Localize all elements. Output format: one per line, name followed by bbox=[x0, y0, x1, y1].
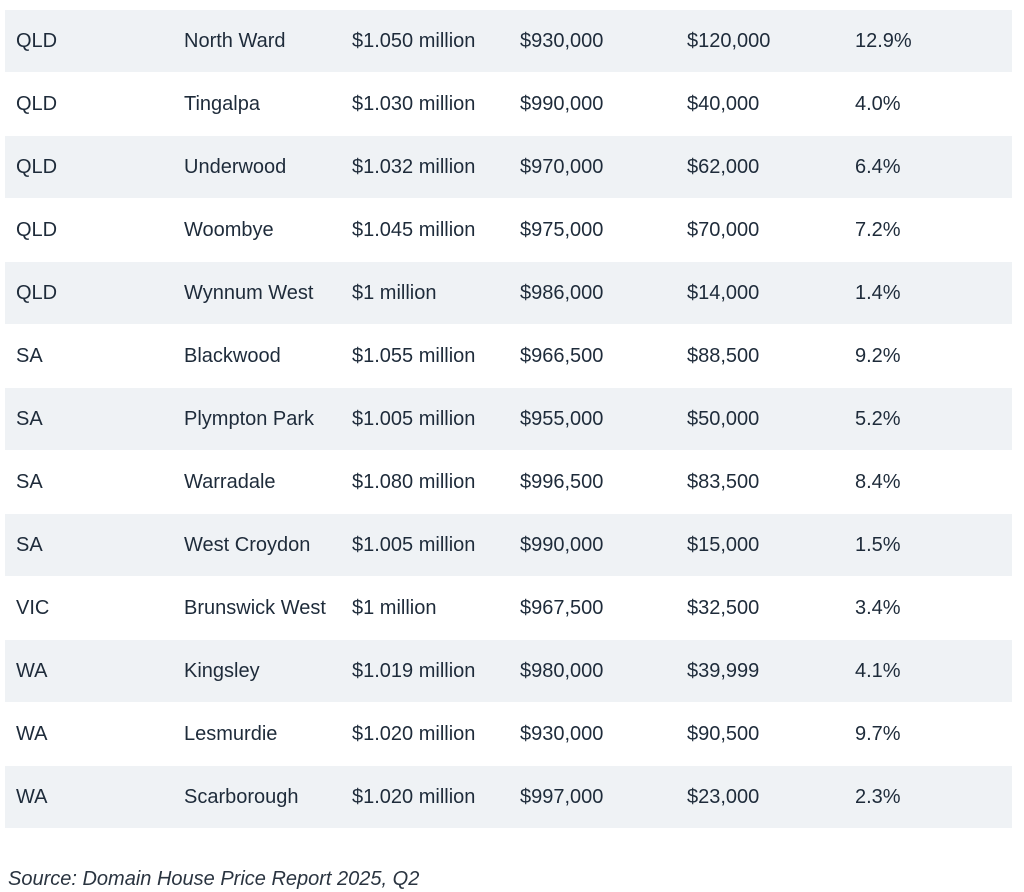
percent-change-cell: 1.4% bbox=[855, 282, 901, 304]
suburb-cell: Woombye bbox=[184, 219, 274, 241]
price-table-body: QLD North Ward $1.050 million $930,000 $120,… bbox=[5, 10, 1012, 829]
previous-price-cell: $930,000 bbox=[520, 30, 604, 52]
table-row: SA Plympton Park $1.005 million $955,000 $50… bbox=[5, 387, 1012, 451]
state-cell: WA bbox=[16, 723, 48, 745]
previous-price-cell: $990,000 bbox=[520, 534, 604, 556]
table-row: VIC Brunswick West $1 million $967,500 $32,5… bbox=[5, 577, 1012, 640]
table-row: QLD Wynnum West $1 million $986,000 $14,000 1… bbox=[5, 261, 1012, 325]
previous-price-cell: $966,500 bbox=[520, 345, 604, 367]
state-cell: WA bbox=[16, 786, 48, 808]
state-cell: SA bbox=[16, 345, 43, 367]
table-row: WA Scarborough $1.020 million $997,000 $23,0… bbox=[5, 765, 1012, 829]
previous-price-cell: $970,000 bbox=[520, 156, 604, 178]
state-cell: QLD bbox=[16, 30, 58, 52]
percent-change-cell: 6.4% bbox=[855, 156, 901, 178]
median-price-cell: $1.020 million bbox=[352, 786, 476, 808]
median-price-cell: $1.005 million bbox=[352, 408, 476, 430]
table-row: SA Blackwood $1.055 million $966,500 $88,500… bbox=[5, 325, 1012, 388]
percent-change-cell: 2.3% bbox=[855, 786, 901, 808]
suburb-cell: Scarborough bbox=[184, 786, 299, 808]
median-price-cell: $1.020 million bbox=[352, 723, 476, 745]
table-row: WA Lesmurdie $1.020 million $930,000 $90,500… bbox=[5, 703, 1012, 766]
table-row: QLD Tingalpa $1.030 million $990,000 $40,000… bbox=[5, 73, 1012, 136]
source-caption: Source: Domain House Price Report 2025, … bbox=[8, 868, 420, 890]
median-price-cell: $1 million bbox=[352, 282, 437, 304]
price-change-cell: $90,500 bbox=[687, 723, 760, 745]
previous-price-cell: $955,000 bbox=[520, 408, 604, 430]
state-cell: SA bbox=[16, 534, 43, 556]
median-price-cell: $1.019 million bbox=[352, 660, 476, 682]
percent-change-cell: 4.1% bbox=[855, 660, 901, 682]
percent-change-cell: 9.7% bbox=[855, 723, 901, 745]
median-price-cell: $1.030 million bbox=[352, 93, 476, 115]
previous-price-cell: $930,000 bbox=[520, 723, 604, 745]
median-price-cell: $1.050 million bbox=[352, 30, 476, 52]
state-cell: SA bbox=[16, 408, 43, 430]
price-change-cell: $39,999 bbox=[687, 660, 760, 682]
median-price-cell: $1.005 million bbox=[352, 534, 476, 556]
percent-change-cell: 8.4% bbox=[855, 471, 901, 493]
price-change-cell: $83,500 bbox=[687, 471, 760, 493]
median-price-cell: $1.055 million bbox=[352, 345, 476, 367]
state-cell: QLD bbox=[16, 93, 58, 115]
table-row: QLD Underwood $1.032 million $970,000 $62,00… bbox=[5, 135, 1012, 199]
suburb-cell: West Croydon bbox=[184, 534, 311, 556]
median-price-cell: $1.045 million bbox=[352, 219, 476, 241]
state-cell: WA bbox=[16, 660, 48, 682]
suburb-cell: Underwood bbox=[184, 156, 287, 178]
median-price-cell: $1.080 million bbox=[352, 471, 476, 493]
price-change-cell: $88,500 bbox=[687, 345, 760, 367]
price-change-cell: $32,500 bbox=[687, 597, 760, 619]
price-table-container: QLD North Ward $1.050 million $930,000 $120,… bbox=[5, 10, 1012, 829]
state-cell: QLD bbox=[16, 282, 58, 304]
price-change-cell: $70,000 bbox=[687, 219, 760, 241]
price-change-cell: $50,000 bbox=[687, 408, 760, 430]
suburb-cell: Blackwood bbox=[184, 345, 281, 367]
suburb-cell: Warradale bbox=[184, 471, 276, 493]
median-price-cell: $1 million bbox=[352, 597, 437, 619]
suburb-cell: Kingsley bbox=[184, 660, 260, 682]
price-change-cell: $40,000 bbox=[687, 93, 760, 115]
percent-change-cell: 7.2% bbox=[855, 219, 901, 241]
price-change-cell: $14,000 bbox=[687, 282, 760, 304]
price-change-cell: $15,000 bbox=[687, 534, 760, 556]
suburb-cell: Lesmurdie bbox=[184, 723, 278, 745]
suburb-cell: North Ward bbox=[184, 30, 286, 52]
percent-change-cell: 3.4% bbox=[855, 597, 901, 619]
percent-change-cell: 12.9% bbox=[855, 30, 912, 52]
state-cell: VIC bbox=[16, 597, 50, 619]
price-change-cell: $23,000 bbox=[687, 786, 760, 808]
percent-change-cell: 4.0% bbox=[855, 93, 901, 115]
table-row: SA West Croydon $1.005 million $990,000 $15,… bbox=[5, 513, 1012, 577]
previous-price-cell: $990,000 bbox=[520, 93, 604, 115]
table-row: SA Warradale $1.080 million $996,500 $83,500… bbox=[5, 451, 1012, 514]
percent-change-cell: 1.5% bbox=[855, 534, 901, 556]
previous-price-cell: $967,500 bbox=[520, 597, 604, 619]
table-row: WA Kingsley $1.019 million $980,000 $39,999 4… bbox=[5, 639, 1012, 703]
suburb-cell: Wynnum West bbox=[184, 282, 314, 304]
previous-price-cell: $980,000 bbox=[520, 660, 604, 682]
state-cell: QLD bbox=[16, 156, 58, 178]
price-change-cell: $120,000 bbox=[687, 30, 771, 52]
price-change-cell: $62,000 bbox=[687, 156, 760, 178]
median-price-cell: $1.032 million bbox=[352, 156, 476, 178]
previous-price-cell: $975,000 bbox=[520, 219, 604, 241]
previous-price-cell: $986,000 bbox=[520, 282, 604, 304]
price-table: QLD North Ward $1.050 million $930,000 $120,… bbox=[5, 10, 1012, 829]
table-row: QLD Woombye $1.045 million $975,000 $70,000 7… bbox=[5, 199, 1012, 262]
suburb-cell: Plympton Park bbox=[184, 408, 315, 430]
percent-change-cell: 5.2% bbox=[855, 408, 901, 430]
percent-change-cell: 9.2% bbox=[855, 345, 901, 367]
previous-price-cell: $997,000 bbox=[520, 786, 604, 808]
state-cell: QLD bbox=[16, 219, 58, 241]
previous-price-cell: $996,500 bbox=[520, 471, 604, 493]
suburb-cell: Tingalpa bbox=[184, 93, 260, 115]
table-row: QLD North Ward $1.050 million $930,000 $120,… bbox=[5, 10, 1012, 73]
suburb-cell: Brunswick West bbox=[184, 597, 326, 619]
state-cell: SA bbox=[16, 471, 43, 493]
